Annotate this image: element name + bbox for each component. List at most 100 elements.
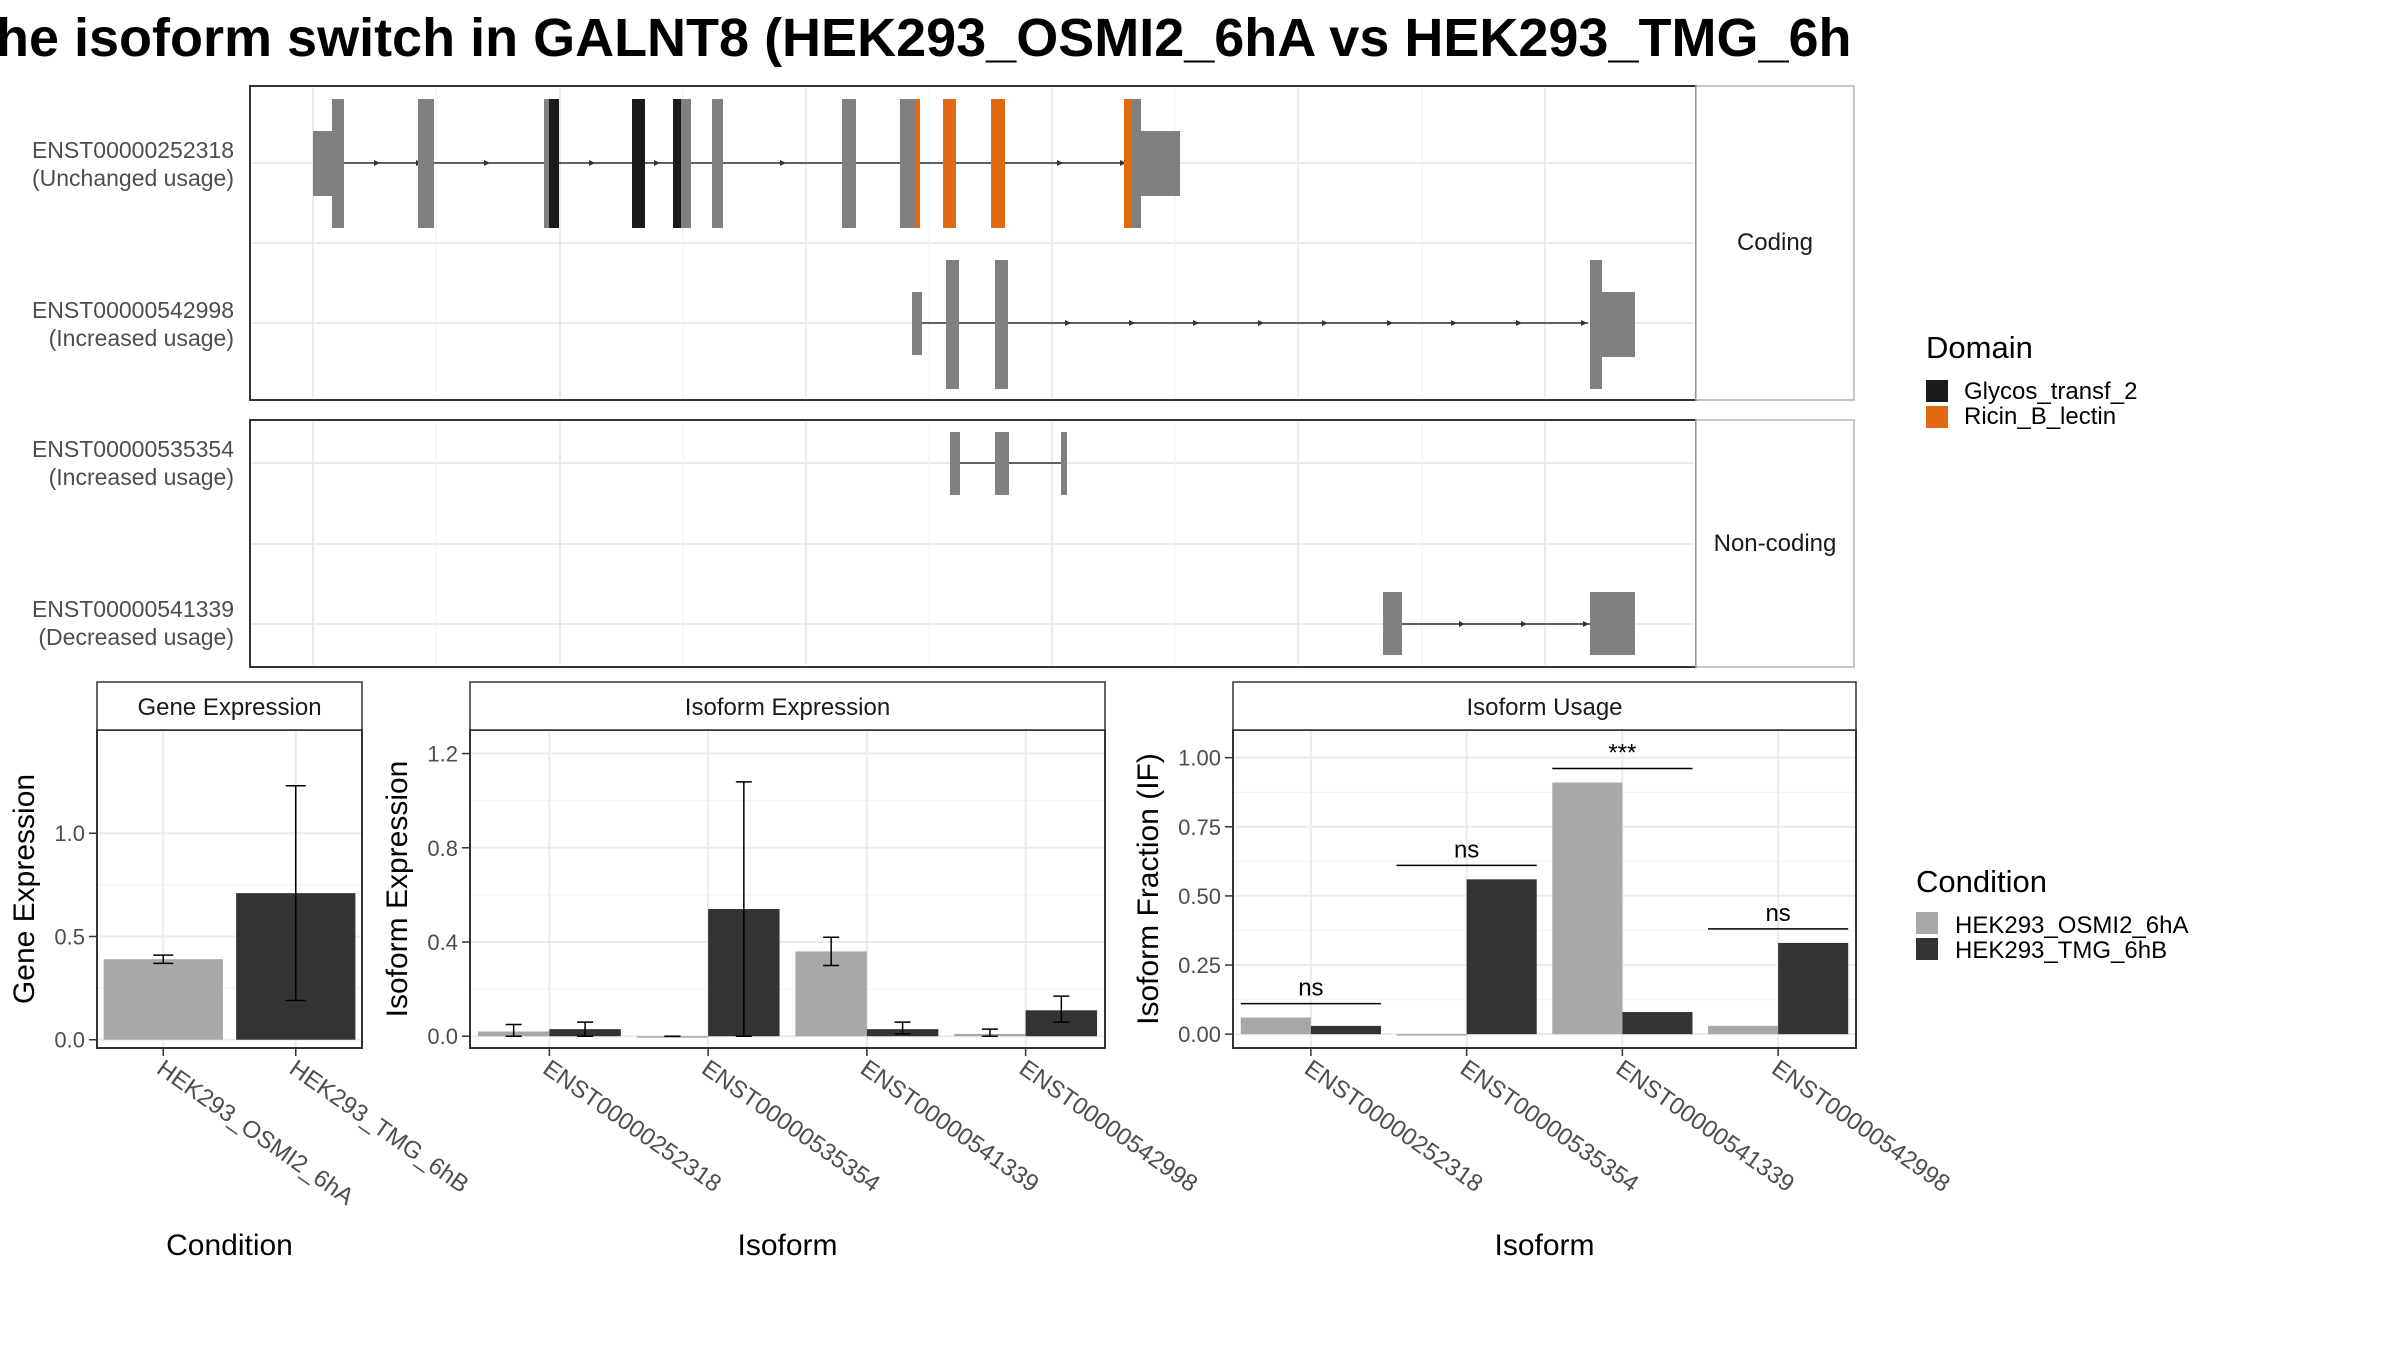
- exon: [946, 260, 959, 389]
- figure-title: he isoform switch in GALNT8 (HEK293_OSMI…: [0, 8, 1852, 68]
- y-tick-label: 0.50: [1178, 884, 1221, 909]
- domain-legend: Domain Glycos_transf_2 Ricin_B_lectin: [1926, 330, 2137, 430]
- utr-exon: [1140, 131, 1180, 196]
- y-tick-label: 1.00: [1178, 746, 1221, 771]
- isoform-label-usage: (Unchanged usage): [32, 165, 234, 191]
- exon: [681, 99, 691, 228]
- intron-arrows: [1065, 320, 1587, 326]
- bar-ENST00000535354-HEK293_OSMI2_6hA: [1396, 1034, 1467, 1036]
- noncoding-strip-label: Non-coding: [1714, 530, 1837, 557]
- structure-isoform-labels: ENST00000252318 (Unchanged usage) ENST00…: [32, 137, 234, 650]
- y-axis-title: Gene Expression: [8, 774, 41, 1004]
- significance-label: ns: [1454, 836, 1479, 863]
- y-tick-label: 0.00: [1178, 1022, 1221, 1047]
- y-tick-label: 1.0: [54, 821, 85, 846]
- plot-background: [1233, 730, 1856, 1048]
- structure-facet-noncoding: Non-coding: [249, 419, 1855, 668]
- domain-legend-label: Glycos_transf_2: [1964, 378, 2137, 405]
- bar-ENST00000252318-HEK293_OSMI2_6hA: [1240, 1017, 1311, 1035]
- exon: [418, 99, 434, 228]
- y-tick-label: 0.75: [1178, 815, 1221, 840]
- panel-title: Gene Expression: [137, 694, 321, 721]
- condition-legend: Condition HEK293_OSMI2_6hA HEK293_TMG_6h…: [1916, 864, 2188, 964]
- isoform-label-id: ENST00000252318: [32, 137, 234, 163]
- isoform-label-usage: (Increased usage): [49, 464, 234, 490]
- utr-exon: [1602, 292, 1635, 357]
- exon: [1590, 260, 1602, 389]
- ricin-domain-exon: [916, 99, 920, 228]
- domain-legend-swatch: [1926, 406, 1948, 428]
- x-axis-title: Condition: [166, 1229, 293, 1262]
- intron-arrows: [1459, 621, 1589, 627]
- bar-ENST00000542998-HEK293_OSMI2_6hA: [1708, 1025, 1779, 1035]
- domain-legend-swatch: [1926, 380, 1948, 402]
- exon: [1383, 592, 1402, 655]
- structure-facet-coding: Coding: [249, 85, 1855, 401]
- isoform-usage-chart: ns ns *** ns Isoform Usage 0.00 0.25 0.50 0.75 1.…: [1132, 681, 1955, 1262]
- glycos-domain-exon: [673, 99, 681, 228]
- condition-legend-swatch: [1916, 912, 1938, 934]
- coding-strip-label: Coding: [1737, 229, 1813, 256]
- bar-ENST00000541339-HEK293_TMG_6hB: [1622, 1012, 1693, 1035]
- domain-legend-label: Ricin_B_lectin: [1964, 403, 2116, 430]
- panel-strip: [469, 681, 1106, 731]
- bar-ENST00000252318-HEK293_TMG_6hB: [1310, 1025, 1381, 1035]
- isoform-expression-chart: Isoform Expression0.00.40.81.2ENST000002…: [381, 681, 1202, 1262]
- y-tick-label: 0.0: [54, 1028, 85, 1053]
- y-axis-title: Isoform Fraction (IF): [1132, 753, 1165, 1025]
- isoform-label-id: ENST00000541339: [32, 596, 234, 622]
- x-axis-title: Isoform: [1494, 1229, 1594, 1262]
- ricin-domain-exon: [1124, 99, 1132, 228]
- condition-legend-label: HEK293_TMG_6hB: [1955, 937, 2167, 964]
- panel-title: Isoform Expression: [685, 694, 890, 721]
- coding-strip: [1695, 85, 1855, 401]
- exon: [1132, 99, 1141, 228]
- exon: [950, 432, 960, 495]
- isoform-track-542998: [912, 260, 1635, 389]
- exon: [712, 99, 723, 228]
- y-tick-label: 0.4: [427, 930, 458, 955]
- bar-ENST00000542998-HEK293_TMG_6hB: [1778, 942, 1849, 1035]
- exon: [1590, 592, 1635, 655]
- exon: [995, 260, 1008, 389]
- exon: [995, 432, 1009, 495]
- exon: [900, 99, 916, 228]
- y-tick-label: 0.0: [427, 1024, 458, 1049]
- isoform-track-252318: [313, 99, 1180, 228]
- panel-strip: [96, 681, 363, 731]
- utr-exon: [313, 131, 333, 196]
- plot-background: [470, 730, 1105, 1048]
- condition-legend-title: Condition: [1916, 864, 2047, 899]
- isoform-label-id: ENST00000542998: [32, 297, 234, 323]
- noncoding-strip: [1695, 419, 1855, 668]
- glycos-domain-exon: [632, 99, 645, 228]
- domain-legend-title: Domain: [1926, 330, 2033, 365]
- y-tick-label: 0.25: [1178, 953, 1221, 978]
- isoform-track-541339: [1383, 592, 1635, 655]
- significance-label: ns: [1765, 900, 1790, 927]
- y-tick-label: 0.5: [54, 924, 85, 949]
- bar-ENST00000541339-HEK293_OSMI2_6hA: [1552, 782, 1623, 1035]
- isoform-label-id: ENST00000535354: [32, 436, 234, 462]
- condition-legend-swatch: [1916, 938, 1938, 960]
- ricin-domain-exon: [943, 99, 956, 228]
- isoform-track-535354: [950, 432, 1067, 495]
- exon: [544, 99, 550, 228]
- exon: [1061, 432, 1067, 495]
- exon: [842, 99, 856, 228]
- y-axis-title: Isoform Expression: [381, 761, 414, 1018]
- ricin-domain-exon: [991, 99, 1005, 228]
- isoform-label-usage: (Decreased usage): [38, 624, 234, 650]
- significance-label: ***: [1608, 740, 1636, 767]
- glycos-domain-exon: [549, 99, 559, 228]
- condition-legend-label: HEK293_OSMI2_6hA: [1955, 912, 2188, 939]
- isoform-label-usage: (Increased usage): [49, 325, 234, 351]
- bar-ENST00000535354-HEK293_TMG_6hB: [1466, 879, 1537, 1035]
- bar-HEK293_OSMI2_6hA: [103, 959, 223, 1040]
- panel-title: Isoform Usage: [1466, 694, 1622, 721]
- x-axis-title: Isoform: [737, 1229, 837, 1262]
- y-tick-label: 0.8: [427, 836, 458, 861]
- exon: [332, 99, 344, 228]
- significance-label: ns: [1298, 975, 1323, 1002]
